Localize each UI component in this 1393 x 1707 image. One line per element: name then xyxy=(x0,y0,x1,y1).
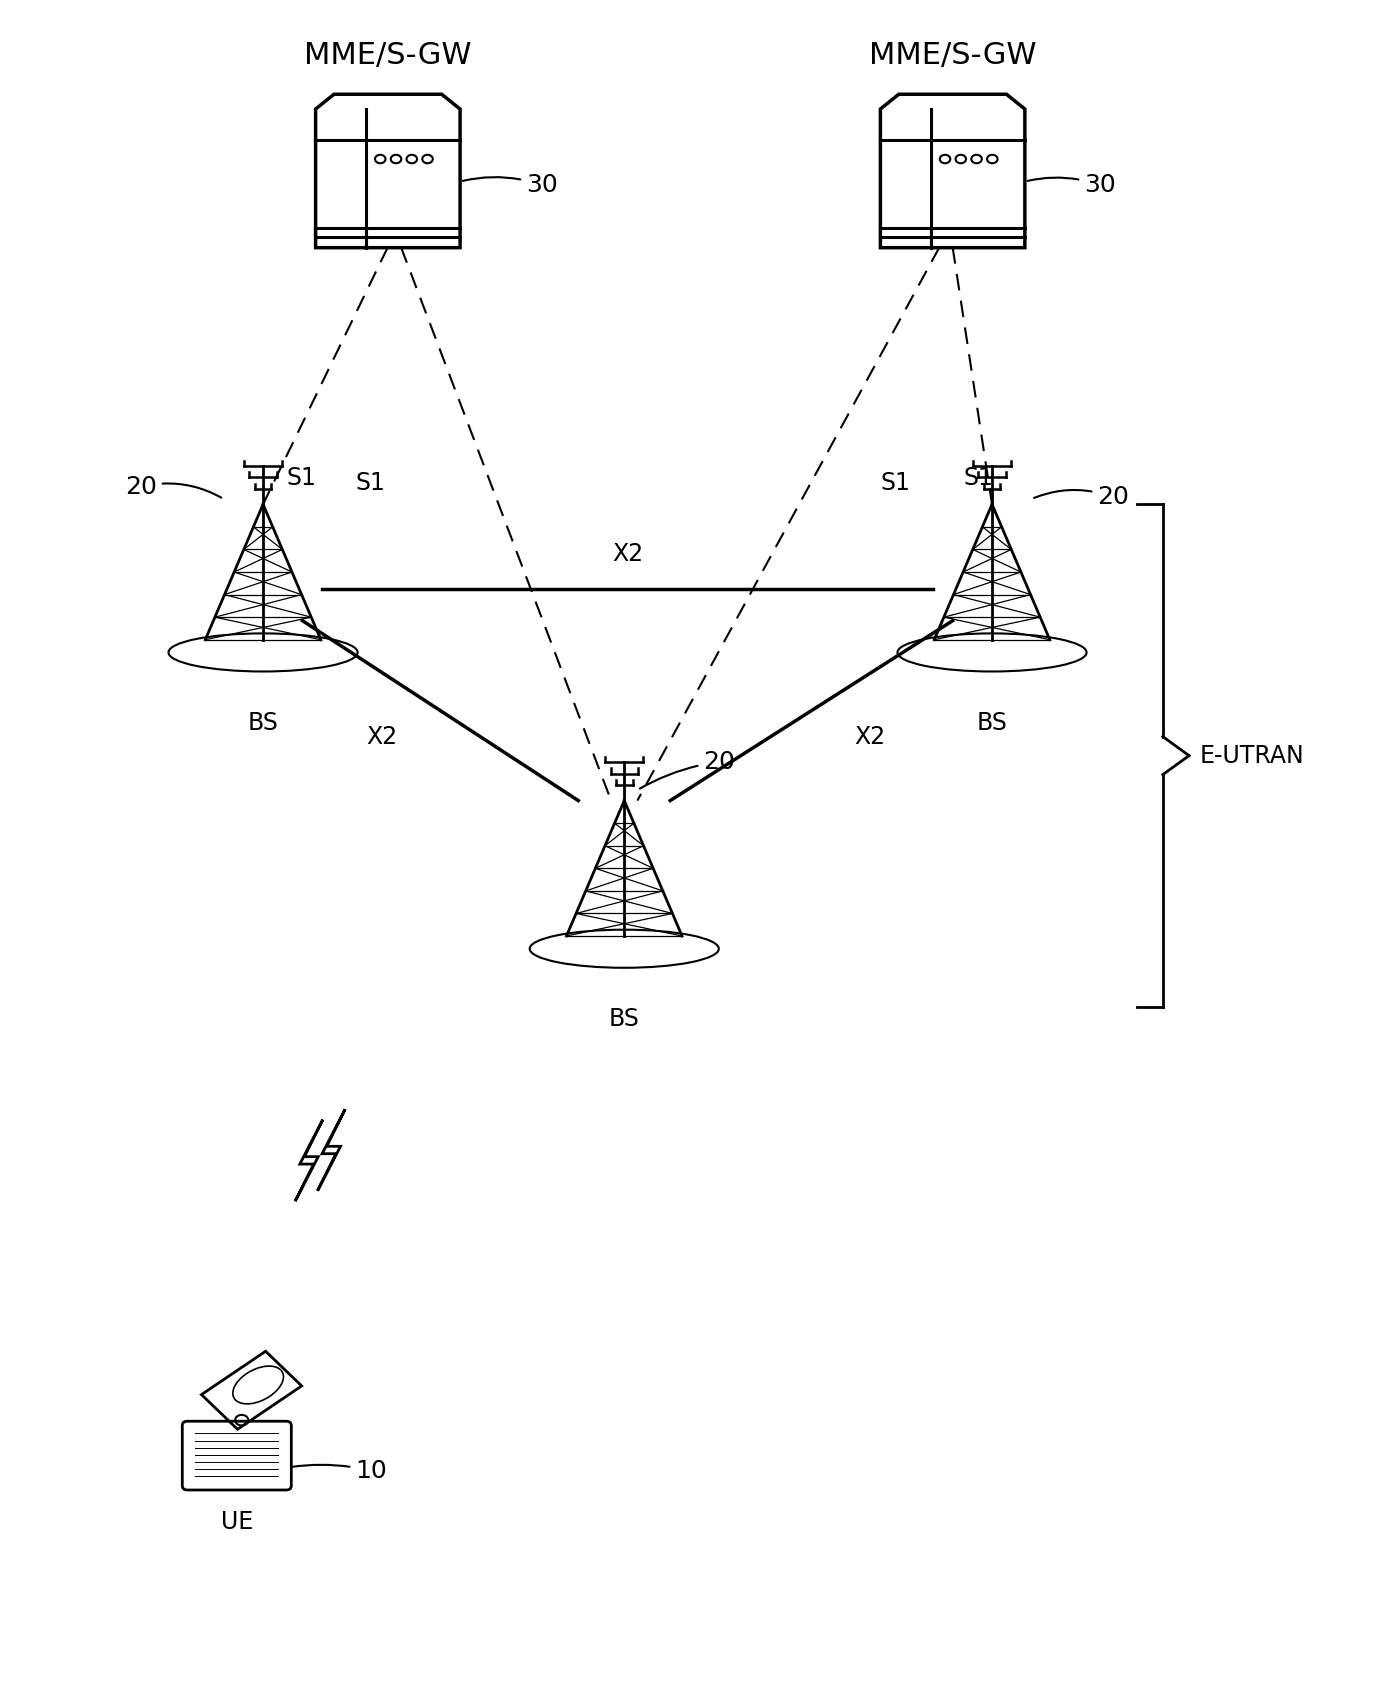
Text: S1: S1 xyxy=(287,466,316,490)
Text: 20: 20 xyxy=(1034,485,1128,509)
Text: S1: S1 xyxy=(355,471,384,495)
Text: 30: 30 xyxy=(1028,172,1116,196)
Text: 10: 10 xyxy=(293,1459,387,1483)
Text: S1: S1 xyxy=(963,466,993,490)
Text: MME/S-GW: MME/S-GW xyxy=(869,41,1036,70)
Text: X2: X2 xyxy=(366,725,397,749)
Text: UE: UE xyxy=(220,1509,254,1533)
Text: X2: X2 xyxy=(854,725,885,749)
Text: 20: 20 xyxy=(125,475,221,498)
Text: 20: 20 xyxy=(639,749,736,789)
Text: S1: S1 xyxy=(880,471,910,495)
Text: BS: BS xyxy=(976,710,1007,734)
Text: BS: BS xyxy=(248,710,279,734)
Text: MME/S-GW: MME/S-GW xyxy=(304,41,472,70)
Text: X2: X2 xyxy=(612,541,644,565)
Text: BS: BS xyxy=(609,1007,639,1031)
Text: E-UTRAN: E-UTRAN xyxy=(1199,744,1304,768)
Text: 30: 30 xyxy=(462,172,557,196)
